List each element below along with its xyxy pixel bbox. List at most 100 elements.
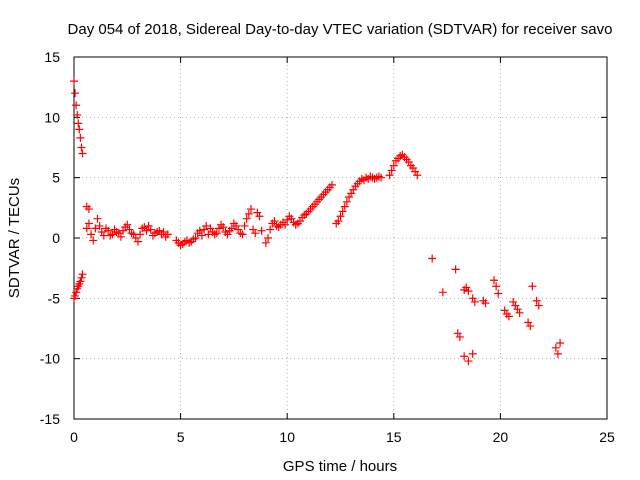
data-point [238,230,247,239]
data-point [468,349,477,358]
data-point [336,212,345,221]
data-point [116,232,125,241]
data-series-sdtvar [70,77,565,366]
data-point [76,277,85,286]
data-point [526,322,535,331]
data-point [133,237,142,246]
data-point [342,197,351,206]
data-point [104,226,113,235]
data-point [93,214,102,223]
data-point [72,288,81,297]
data-point [551,343,560,352]
data-point [202,221,211,230]
data-point [281,220,290,229]
data-point [97,227,106,236]
data-point [490,276,499,285]
data-point [95,221,104,230]
data-point [556,338,565,347]
data-point [146,225,155,234]
y-tick-label: 15 [44,49,60,65]
data-point [195,226,204,235]
y-tick-label: 0 [52,230,60,246]
axis-ticks [73,56,608,420]
data-point [338,207,347,216]
x-axis-label: GPS time / hours [283,458,397,475]
data-point [327,180,336,189]
x-tick-labels: 0 5 10 15 20 25 [70,429,615,445]
data-point [553,349,562,358]
data-point [242,214,251,223]
data-point [142,226,151,235]
data-point [77,143,86,152]
data-point [244,209,253,218]
data-point [253,208,262,217]
data-point [227,224,236,233]
data-point [76,133,85,142]
data-point [349,185,358,194]
data-point [89,236,98,245]
data-point [123,220,132,229]
data-point [438,288,447,297]
data-point [264,234,273,242]
data-point [249,225,258,234]
data-point [255,212,264,221]
data-point [385,171,394,180]
data-point [451,265,460,274]
x-tick-label: 15 [386,429,402,445]
data-point [71,291,80,300]
data-point [453,329,462,338]
data-point [261,238,270,247]
chart-title: Day 054 of 2018, Sidereal Day-to-day VTE… [68,21,613,38]
data-point [460,352,469,361]
data-point [464,357,473,366]
data-point [468,294,477,303]
data-point [214,224,223,233]
data-point [82,224,91,233]
data-point [455,332,464,341]
data-point [87,230,96,239]
data-point [219,223,228,232]
data-point [411,167,420,176]
data-point [524,318,533,327]
data-point [464,287,473,296]
data-point [84,219,93,228]
y-tick-label: 10 [44,109,60,125]
data-point [494,289,503,298]
data-point [234,225,243,234]
y-tick-label: -15 [40,411,60,427]
data-point [71,89,80,98]
y-tick-labels: -15 -10 -5 0 5 10 15 [40,49,60,427]
data-point [73,110,82,119]
data-point [191,234,200,242]
data-point [78,270,87,279]
y-tick-label: -10 [40,351,60,367]
plot-frame [73,56,608,420]
data-point [127,229,136,238]
data-point [72,101,81,110]
data-point [70,77,78,86]
x-tick-label: 10 [279,429,295,445]
data-point [509,297,518,306]
data-point [74,119,83,128]
data-point [197,231,206,240]
x-tick-label: 20 [493,429,509,445]
data-point [75,125,84,134]
data-point [389,161,398,170]
y-axis-label: SDTVAR / TECUs [6,178,23,298]
y-tick-label: -5 [48,290,61,306]
data-point [345,192,354,201]
data-point [270,217,279,226]
data-point [340,202,349,211]
data-point [212,229,221,238]
data-point [428,254,437,263]
data-point [515,308,524,317]
data-point [413,171,422,180]
data-point [470,297,479,306]
data-point [108,230,117,239]
grid-lines [74,57,607,419]
data-point [240,221,249,230]
data-point [77,273,86,282]
data-point [200,225,209,234]
data-point [504,312,513,321]
data-point [246,205,255,214]
